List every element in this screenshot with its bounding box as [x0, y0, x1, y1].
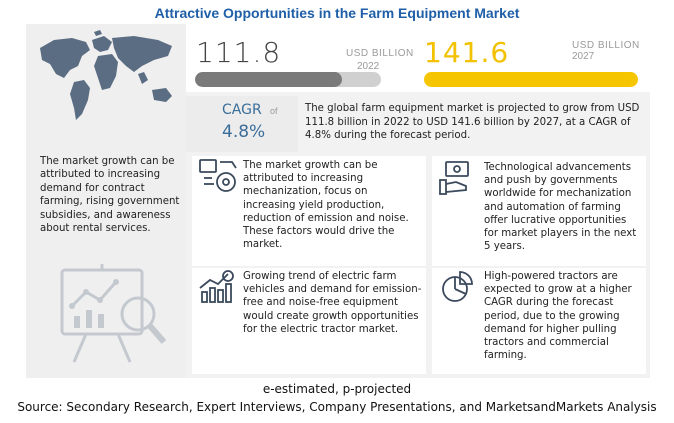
footer-note: e-estimated, p-projected: [262, 382, 412, 396]
card-4-text: High-powered tractors are expected to gr…: [484, 271, 632, 362]
world-map-icon: [34, 30, 182, 130]
unit-label-2022: USD BILLION: [346, 48, 414, 59]
page-title: Attractive Opportunities in the Farm Equ…: [154, 5, 520, 21]
footer-source: Source: Secondary Research, Expert Inter…: [17, 400, 657, 414]
opportunity-card-4: [432, 268, 646, 374]
card-2-text: Technological advancements and push by g…: [484, 162, 637, 253]
card-3-text: Growing trend of electric farm vehicles …: [243, 271, 422, 335]
analytics-board-icon: [56, 262, 168, 366]
pie-chart-icon: [440, 270, 474, 304]
market-bar-2022-fill: [195, 72, 342, 87]
market-value-2022: 111.8: [196, 36, 282, 69]
unit-label-2027: USD BILLION: [572, 40, 640, 51]
left-panel-text: The market growth can be attributed to i…: [40, 156, 180, 235]
growth-chart-icon: [198, 270, 238, 304]
market-bar-2022: [195, 72, 381, 87]
market-value-2027: 141.6: [424, 36, 510, 69]
cagr-description: The global farm equipment market is proj…: [305, 103, 640, 141]
money-hand-icon: [438, 160, 472, 196]
market-bar-2027: [424, 72, 638, 87]
cagr-of-label: of: [270, 106, 278, 116]
cagr-label: CAGR: [222, 102, 262, 118]
cagr-box: [186, 96, 298, 152]
year-label-2022: 2022: [357, 61, 380, 72]
card-1-text: The market growth can be attributed to i…: [243, 160, 409, 251]
cagr-value: 4.8%: [222, 122, 266, 142]
mechanization-icon: [198, 158, 240, 194]
year-label-2027: 2027: [572, 51, 595, 62]
